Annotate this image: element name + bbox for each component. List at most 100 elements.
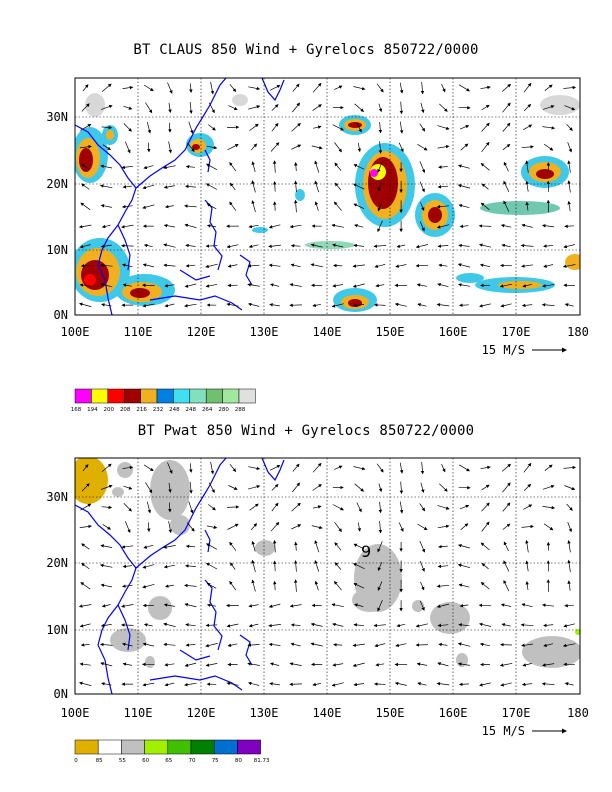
wind-vector xyxy=(314,560,320,572)
wind-vector xyxy=(206,583,217,589)
wind-vector xyxy=(480,202,490,210)
wind-vector xyxy=(481,183,489,190)
wind-vector xyxy=(481,141,490,153)
wind-vector xyxy=(460,523,469,531)
wind-vector xyxy=(523,504,533,510)
wind-vector xyxy=(543,264,554,268)
wind-vector xyxy=(396,623,406,628)
wind-vector xyxy=(147,522,151,533)
wind-vector xyxy=(82,464,89,472)
wind-vector xyxy=(294,541,298,551)
wind-vector xyxy=(206,203,217,210)
wind-vector xyxy=(458,204,470,209)
wind-vector xyxy=(332,243,344,248)
x-tick-label: 130E xyxy=(250,706,279,720)
wind-vector xyxy=(354,483,365,492)
wind-vector xyxy=(399,82,404,94)
wind-vector xyxy=(80,643,90,647)
wind-vector xyxy=(378,141,383,154)
wind-vector xyxy=(437,524,450,529)
wind-vector xyxy=(80,123,92,131)
panel2-wind-vectors xyxy=(78,461,577,687)
wind-vector xyxy=(312,462,322,473)
wind-vector xyxy=(122,465,134,470)
wind-vector xyxy=(163,564,175,569)
wind-vector xyxy=(525,160,529,173)
x-tick-label: 180 xyxy=(567,325,589,339)
wind-vector xyxy=(377,182,383,192)
wind-vector xyxy=(478,224,492,228)
wind-vector xyxy=(122,283,132,287)
wind-vector xyxy=(168,102,172,113)
colorbar-swatch xyxy=(74,739,99,755)
x-tick-label: 110E xyxy=(124,706,153,720)
colorbar-swatch xyxy=(123,388,141,404)
wind-vector xyxy=(542,484,555,490)
wind-vector xyxy=(334,182,342,191)
wind-vector xyxy=(377,600,383,612)
wind-vector xyxy=(542,126,556,130)
wind-vector xyxy=(480,542,490,551)
wind-vector xyxy=(546,560,551,572)
wind-vector xyxy=(374,264,386,268)
wind-vector xyxy=(523,483,532,491)
wind-vector xyxy=(314,540,320,553)
wind-vector xyxy=(271,122,279,132)
wind-vector xyxy=(546,199,551,213)
colorbar-label: 288 xyxy=(235,407,246,413)
colorbar-label: 80 xyxy=(235,758,242,764)
wind-vector xyxy=(436,303,450,307)
wind-vector xyxy=(101,682,112,686)
wind-vector xyxy=(331,603,344,608)
colorbar-label: 232 xyxy=(153,407,164,413)
wind-vector xyxy=(250,143,258,151)
wind-vector xyxy=(165,584,174,588)
x-tick-label: 180 xyxy=(567,706,589,720)
wind-vector xyxy=(353,682,365,687)
wind-vector xyxy=(143,464,154,472)
wind-vector xyxy=(419,221,425,232)
wind-vector xyxy=(353,203,365,210)
wind-vector xyxy=(184,303,197,308)
wind-vector xyxy=(142,263,154,268)
wind-vector xyxy=(143,84,154,92)
wind-vector xyxy=(292,83,300,92)
x-tick-label: 170E xyxy=(502,325,531,339)
wind-vector xyxy=(394,681,407,686)
colorbar-label: 60 xyxy=(142,758,149,764)
wind-vector xyxy=(521,303,533,308)
x-tick-label: 120E xyxy=(187,325,216,339)
wind-vector xyxy=(457,563,471,569)
wind-vector xyxy=(419,560,425,572)
wind-vector xyxy=(163,642,176,647)
wind-vector xyxy=(165,204,174,209)
wind-vector xyxy=(81,103,90,112)
wind-vector xyxy=(353,466,366,471)
wind-vector xyxy=(293,199,298,213)
wind-vector xyxy=(543,623,554,628)
wind-vector xyxy=(164,283,175,288)
y-tick-label: 30N xyxy=(46,110,68,124)
wind-vector xyxy=(100,204,112,208)
wind-vector xyxy=(567,580,571,591)
wind-vector xyxy=(334,142,342,153)
wind-vector xyxy=(564,224,574,228)
wind-vector xyxy=(481,502,490,512)
wind-vector xyxy=(377,161,383,173)
wind-vector xyxy=(567,521,572,533)
wind-vector xyxy=(567,180,571,193)
wind-vector xyxy=(101,83,112,92)
wind-vector xyxy=(503,579,510,592)
colorbar-label: 65 xyxy=(165,758,172,764)
wind-vector xyxy=(79,145,92,149)
wind-vector xyxy=(291,144,302,150)
wind-vector xyxy=(480,582,490,590)
wind-vector xyxy=(226,681,239,686)
wind-vector xyxy=(228,105,238,111)
wind-vector xyxy=(352,662,365,667)
wind-vector xyxy=(79,623,91,628)
colorbar-swatch xyxy=(121,739,145,755)
wind-vector xyxy=(566,503,573,511)
wind-vector xyxy=(123,105,133,110)
wind-vector xyxy=(378,121,383,134)
